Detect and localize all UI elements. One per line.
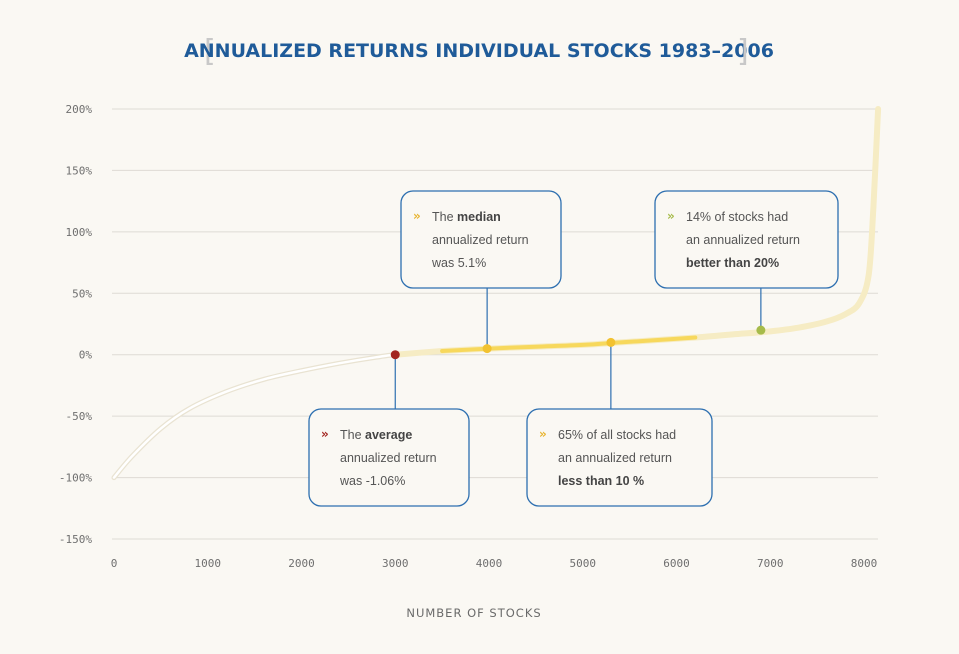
annotation-text-line: less than 10 %	[558, 474, 644, 488]
annotation-text-bold: median	[457, 210, 501, 224]
annotation-text-span: was 5.1%	[431, 256, 486, 270]
annotation-text-bold: average	[365, 428, 412, 442]
annotation-text-line: better than 20%	[686, 256, 779, 270]
annotation-text-span: annualized return	[432, 233, 529, 247]
annotation-text-span: 14% of stocks had	[686, 210, 788, 224]
y-tick-label: -150%	[59, 533, 92, 546]
y-axis-ticks: 200% 150% 100% 50% 0% -50% -100% -150%	[59, 103, 92, 546]
annotation-text-line: The average	[340, 428, 412, 442]
chevron-right-icon: »	[667, 209, 675, 223]
title-right-bracket: ]	[737, 34, 749, 69]
annotation-text-line: 65% of all stocks had	[558, 428, 676, 442]
annotation-text-line: an annualized return	[558, 451, 672, 465]
annotation-text-line: an annualized return	[686, 233, 800, 247]
annotation-text-span: The	[432, 210, 457, 224]
x-tick-label: 2000	[288, 557, 315, 570]
y-tick-label: -100%	[59, 472, 92, 485]
y-tick-label: 0%	[79, 349, 93, 362]
x-tick-label: 0	[111, 557, 118, 570]
x-tick-label: 1000	[195, 557, 222, 570]
chart-title: ANNUALIZED RETURNS INDIVIDUAL STOCKS 198…	[184, 40, 774, 62]
y-tick-label: 200%	[66, 103, 93, 116]
annotation-sixtyfive: » 65% of all stocks had an annualized retu…	[526, 408, 713, 507]
annotation-text-span: annualized return	[340, 451, 437, 465]
x-tick-label: 8000	[851, 557, 878, 570]
highlight-point-65-percent	[606, 337, 616, 347]
chevron-right-icon: »	[413, 209, 421, 223]
highlight-point-median	[482, 344, 492, 354]
returns-curve	[111, 106, 882, 481]
chart-title-group: [ ANNUALIZED RETURNS INDIVIDUAL STOCKS 1…	[184, 34, 774, 69]
annotation-text-span: an annualized return	[558, 451, 672, 465]
x-axis-ticks: 0 1000 2000 3000 4000 5000 6000 7000 8000	[111, 557, 878, 570]
curve-bright-segment	[440, 335, 698, 353]
annotation-text-span: was -1.06%	[339, 474, 405, 488]
annotation-text-line: The median	[432, 210, 501, 224]
annotation-text-span: 65% of all stocks had	[558, 428, 676, 442]
x-tick-label: 4000	[476, 557, 503, 570]
annotation-text-bold: better than 20%	[686, 256, 779, 270]
annotation-average: » The average annualized return was -1.06%	[308, 408, 470, 507]
annotation-connectors	[394, 288, 762, 409]
annotation-box	[526, 408, 713, 507]
x-tick-label: 6000	[663, 557, 690, 570]
annotation-text-line: annualized return	[340, 451, 437, 465]
highlight-point-average	[390, 350, 400, 360]
annotation-text-line: was 5.1%	[431, 256, 486, 270]
x-tick-label: 3000	[382, 557, 409, 570]
title-left-bracket: [	[204, 34, 216, 69]
annotation-text-bold: less than 10 %	[558, 474, 644, 488]
annotation-fourteen: » 14% of stocks had an annualized return be…	[654, 190, 839, 289]
annotation-box	[308, 408, 470, 507]
chevron-right-icon: »	[321, 427, 329, 441]
annotation-box	[654, 190, 839, 289]
annotation-median: » The median annualized return was 5.1%	[400, 190, 562, 289]
annotation-boxes: » The median annualized return was 5.1% » 14%…	[308, 190, 839, 507]
y-tick-label: 100%	[66, 226, 93, 239]
x-axis-label: NUMBER OF STOCKS	[406, 606, 541, 620]
annotation-text-line: 14% of stocks had	[686, 210, 788, 224]
gridlines	[112, 108, 878, 540]
annotation-text-line: was -1.06%	[339, 474, 405, 488]
annotation-text-span: an annualized return	[686, 233, 800, 247]
x-tick-label: 5000	[570, 557, 597, 570]
annotation-text-span: The	[340, 428, 365, 442]
highlight-points	[390, 325, 766, 360]
y-tick-label: 150%	[66, 164, 93, 177]
highlight-point-14-percent	[756, 325, 766, 335]
annotation-text-line: annualized return	[432, 233, 529, 247]
annotation-box	[400, 190, 562, 289]
chevron-right-icon: »	[539, 427, 547, 441]
x-tick-label: 7000	[757, 557, 784, 570]
y-tick-label: -50%	[66, 410, 93, 423]
y-tick-label: 50%	[72, 287, 92, 300]
